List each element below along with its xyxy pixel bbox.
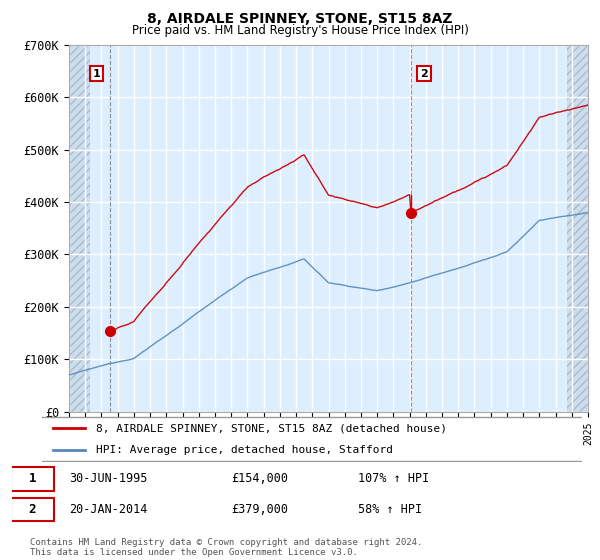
- Text: £379,000: £379,000: [231, 503, 288, 516]
- Bar: [69, 45, 90, 412]
- Text: 20-JAN-2014: 20-JAN-2014: [70, 503, 148, 516]
- Text: £154,000: £154,000: [231, 473, 288, 486]
- Text: 8, AIRDALE SPINNEY, STONE, ST15 8AZ (detached house): 8, AIRDALE SPINNEY, STONE, ST15 8AZ (det…: [96, 423, 447, 433]
- FancyBboxPatch shape: [11, 467, 54, 491]
- Text: 1: 1: [92, 69, 100, 78]
- FancyBboxPatch shape: [11, 498, 54, 521]
- Text: 8, AIRDALE SPINNEY, STONE, ST15 8AZ: 8, AIRDALE SPINNEY, STONE, ST15 8AZ: [147, 12, 453, 26]
- Text: HPI: Average price, detached house, Stafford: HPI: Average price, detached house, Staf…: [96, 445, 393, 455]
- Bar: [567, 45, 588, 412]
- Text: 2: 2: [420, 69, 428, 78]
- Text: 1: 1: [29, 473, 36, 486]
- Text: Contains HM Land Registry data © Crown copyright and database right 2024.
This d: Contains HM Land Registry data © Crown c…: [30, 538, 422, 557]
- Text: 30-JUN-1995: 30-JUN-1995: [70, 473, 148, 486]
- Text: 2: 2: [29, 503, 36, 516]
- Text: 107% ↑ HPI: 107% ↑ HPI: [358, 473, 429, 486]
- Text: 58% ↑ HPI: 58% ↑ HPI: [358, 503, 422, 516]
- FancyBboxPatch shape: [40, 417, 584, 461]
- Text: Price paid vs. HM Land Registry's House Price Index (HPI): Price paid vs. HM Land Registry's House …: [131, 24, 469, 36]
